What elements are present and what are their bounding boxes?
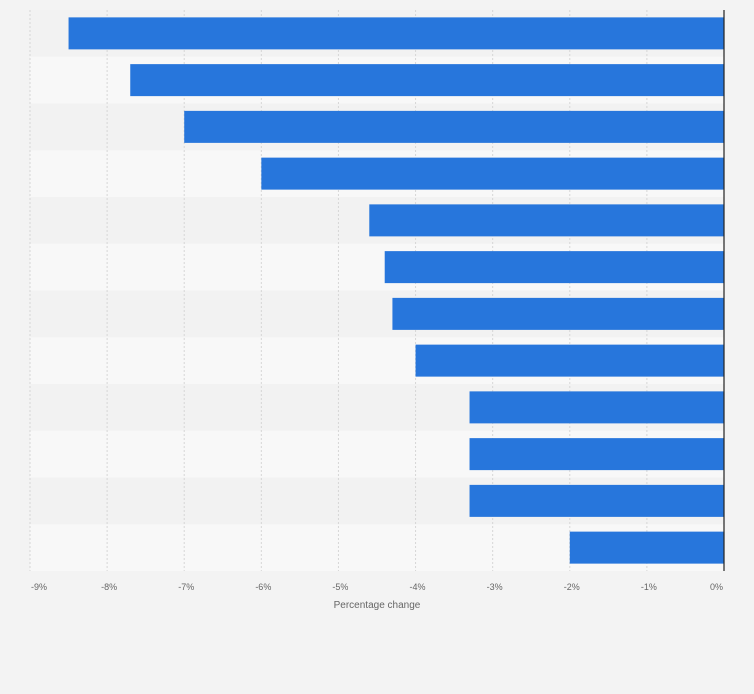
bar[interactable]	[469, 438, 724, 471]
bar[interactable]	[261, 157, 724, 190]
bar[interactable]	[392, 297, 724, 330]
x-tick-label: -3%	[487, 582, 503, 592]
x-tick-label: -5%	[332, 582, 348, 592]
x-tick-label: -7%	[178, 582, 194, 592]
bar[interactable]	[415, 344, 724, 377]
x-tick-label: -4%	[410, 582, 426, 592]
x-tick-label: -1%	[641, 582, 657, 592]
bar[interactable]	[469, 391, 724, 424]
gridlines	[29, 10, 648, 571]
x-tick-label: -9%	[31, 582, 47, 592]
bar[interactable]	[184, 110, 724, 143]
bar[interactable]	[68, 17, 725, 50]
bar[interactable]	[130, 64, 724, 97]
bar[interactable]	[384, 251, 724, 284]
bar[interactable]	[369, 204, 724, 237]
bar[interactable]	[569, 531, 724, 564]
x-tick-label: 0%	[710, 582, 723, 592]
x-axis-label: Percentage change	[334, 600, 421, 611]
x-tick-label: -2%	[564, 582, 580, 592]
bars	[68, 17, 725, 564]
bar[interactable]	[469, 484, 724, 517]
x-tick-label: -8%	[101, 582, 117, 592]
x-tick-labels: -9% -8% -7% -6% -5% -4% -3% -2% -1% 0%	[31, 582, 723, 592]
x-tick-label: -6%	[255, 582, 271, 592]
